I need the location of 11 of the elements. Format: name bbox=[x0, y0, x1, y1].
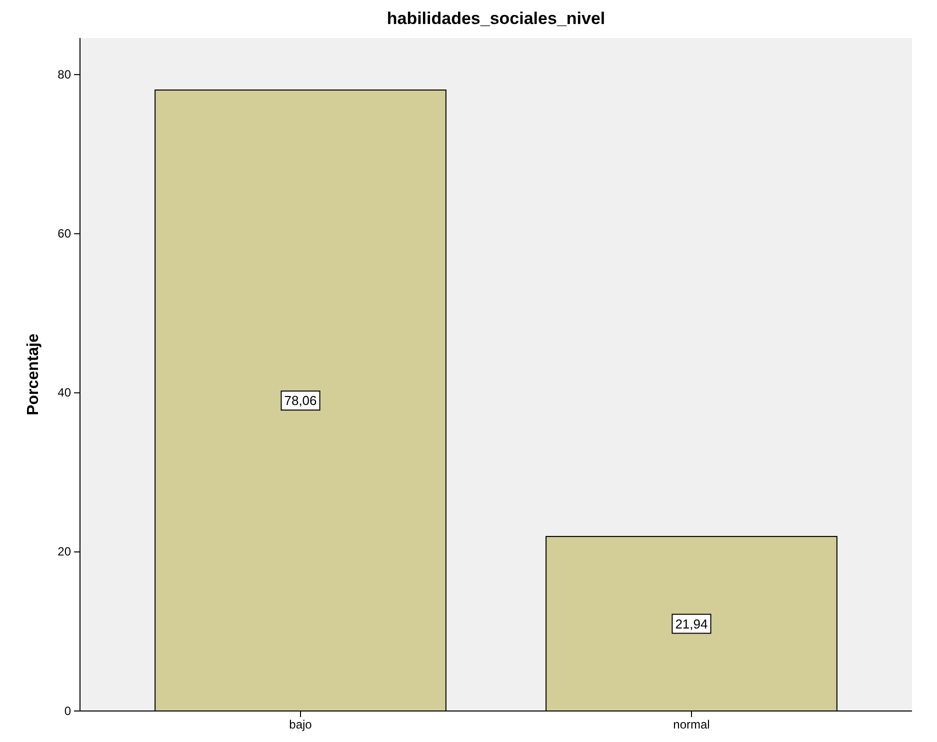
y-tick-label: 80 bbox=[58, 67, 72, 82]
x-tick-label: normal bbox=[673, 718, 710, 732]
y-tick-label: 60 bbox=[58, 226, 72, 241]
y-axis-title: Porcentaje bbox=[25, 333, 42, 416]
x-tick-label: bajo bbox=[289, 718, 312, 732]
y-tick-label: 0 bbox=[64, 704, 72, 718]
data-label: 78,06 bbox=[284, 393, 317, 408]
y-tick-label: 20 bbox=[58, 544, 72, 559]
chart-title: habilidades_sociales_nivel bbox=[386, 9, 606, 28]
data-label: 21,94 bbox=[675, 616, 708, 632]
y-tick-label: 40 bbox=[58, 386, 72, 400]
